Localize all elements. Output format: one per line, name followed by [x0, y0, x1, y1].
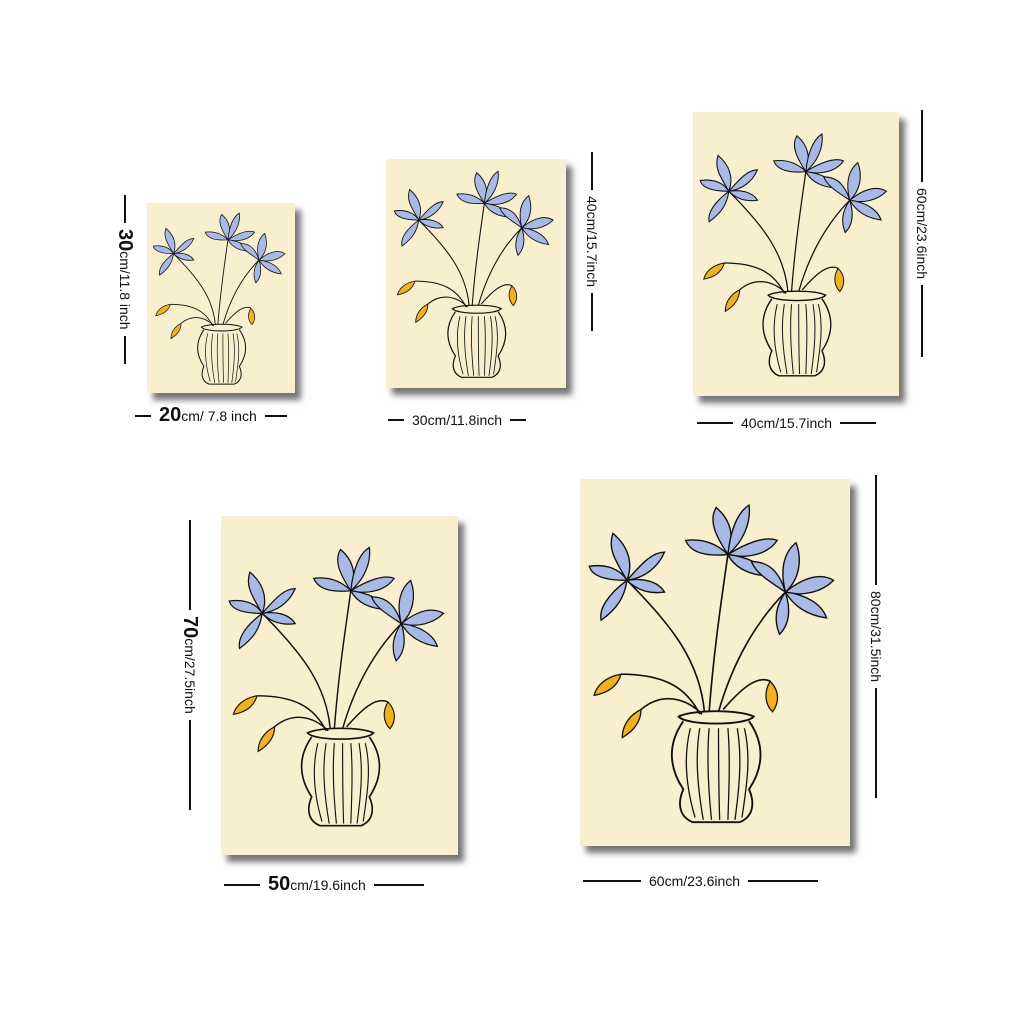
- height-number: 70: [179, 616, 201, 639]
- vase-flowers-art: [699, 133, 888, 377]
- height-label-80cm: 80cm/31.5inch: [868, 475, 884, 850]
- poster-50x70: [221, 516, 458, 855]
- width-label-60cm: 60cm/23.6inch: [583, 873, 819, 889]
- height-label-60cm: 60cm/23.6inch: [914, 110, 930, 400]
- height-number: 30: [114, 229, 136, 252]
- vase-flowers-art: [152, 212, 286, 385]
- width-unit: cm/19.6inch: [290, 877, 366, 893]
- vase-flowers-art: [228, 546, 445, 827]
- width-number: 20: [159, 404, 182, 426]
- poster-40x60: [693, 112, 899, 396]
- height-unit: cm/27.5inch: [182, 638, 198, 714]
- poster-20x30: [147, 203, 295, 393]
- width-text: 60cm/23.6inch: [649, 873, 741, 889]
- height-text: 80cm/31.5inch: [868, 591, 884, 683]
- width-text: 40cm/15.7inch: [741, 415, 833, 431]
- vase-flowers-art: [588, 504, 835, 824]
- height-text: 40cm/15.7inch: [584, 196, 600, 288]
- height-label-40cm: 40cm/15.7inch: [584, 152, 600, 392]
- height-label-70cm: 70cm/27.5inch: [178, 520, 201, 855]
- width-label-20cm: 20cm/ 7.8 inch: [135, 404, 287, 427]
- width-text: 30cm/11.8inch: [412, 412, 503, 428]
- width-number: 50: [268, 873, 291, 895]
- width-label-40cm: 40cm/15.7inch: [697, 415, 877, 431]
- width-unit: cm/ 7.8 inch: [181, 408, 257, 424]
- poster-60x80: [580, 479, 850, 846]
- height-text: 60cm/23.6inch: [914, 188, 930, 280]
- vase-flowers-art: [393, 170, 554, 378]
- width-label-30cm: 30cm/11.8inch: [388, 412, 527, 428]
- width-label-50cm: 50cm/19.6inch: [224, 873, 424, 896]
- height-label-30cm: 30cm/11.8 inch: [113, 195, 136, 405]
- height-unit: cm/11.8 inch: [117, 251, 133, 330]
- poster-30x40: [386, 159, 566, 388]
